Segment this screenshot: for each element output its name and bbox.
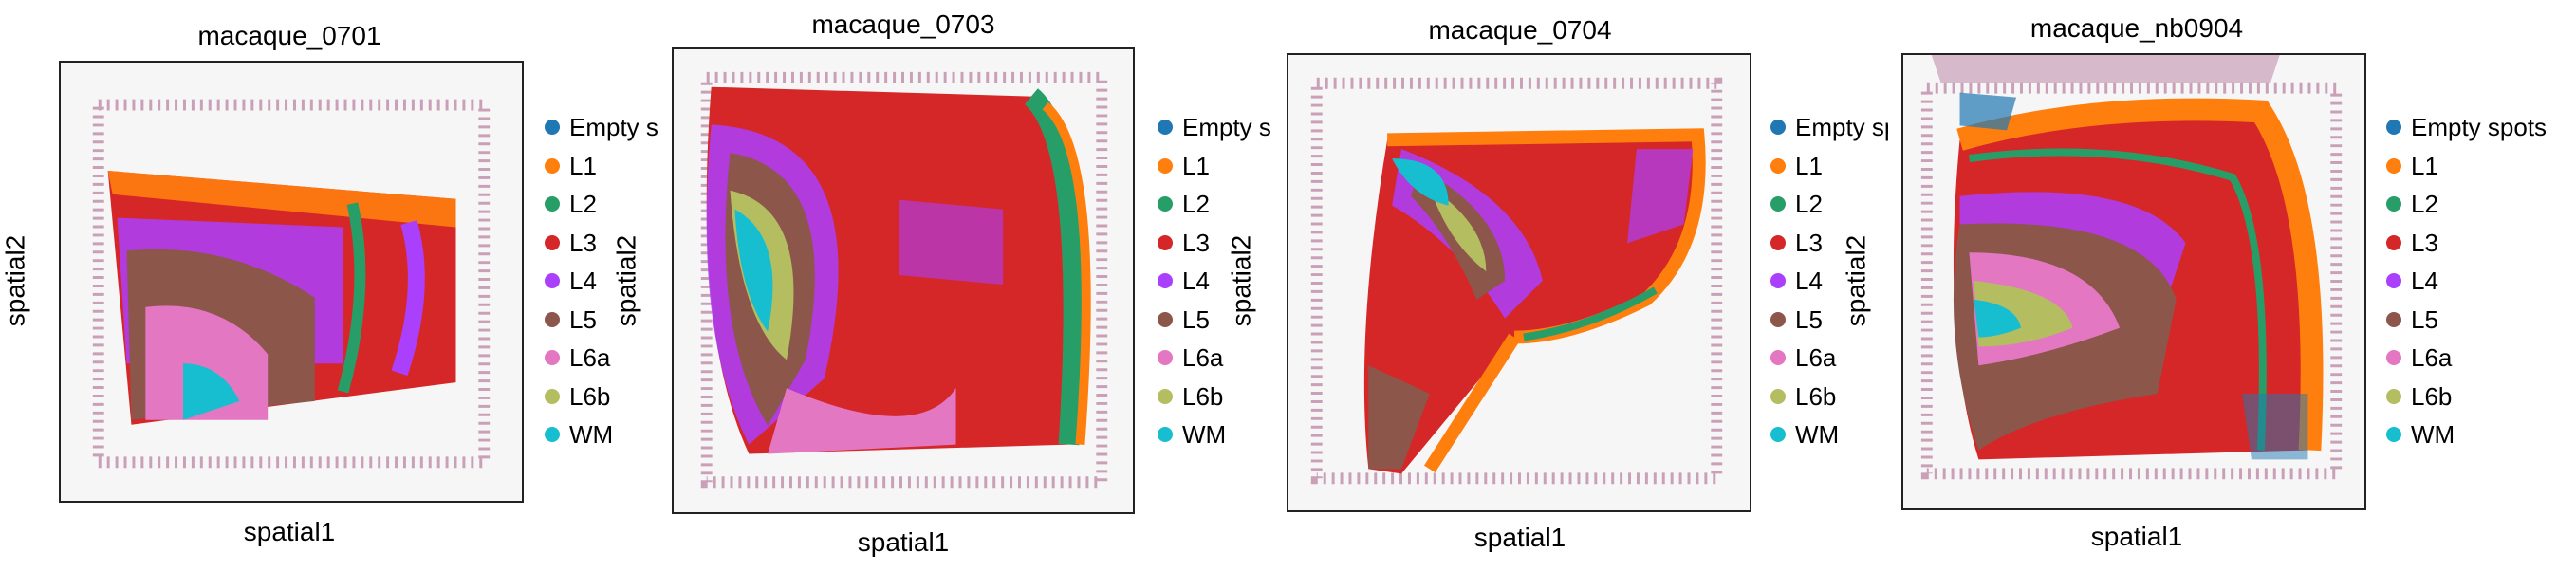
legend-marker (1158, 427, 1173, 443)
legend-item-empty: Empty sp (1770, 108, 1888, 147)
legend-item-l6a: L6a (1770, 339, 1888, 378)
legend-item-l5: L5 (1770, 301, 1888, 340)
legend: Empty sp L1 L2 L3 L4 L5 L6a L6b WM (545, 108, 658, 454)
legend-marker (1158, 120, 1173, 136)
x-axis-label: spatial1 (1473, 523, 1566, 552)
y-axis-label: spatial2 (1841, 234, 1871, 327)
legend-marker (1770, 388, 1786, 404)
panel-title: macaque_0701 (197, 21, 381, 50)
legend-marker (1158, 350, 1173, 366)
y-axis-label: spatial2 (0, 234, 30, 327)
legend-marker (2386, 120, 2401, 136)
legend-item-l2: L2 (1770, 185, 1888, 224)
tissue-image (61, 63, 522, 501)
tissue-image (1288, 55, 1750, 510)
legend-marker (2386, 273, 2401, 289)
legend-item-l3: L3 (2386, 224, 2572, 263)
legend-marker (545, 234, 560, 250)
legend-marker (1158, 388, 1173, 404)
x-axis-label: spatial1 (2090, 522, 2183, 551)
legend-item-empty: Empty sp (545, 108, 658, 147)
legend-item-l6a: L6a (545, 339, 658, 378)
legend-marker (545, 273, 560, 289)
legend-marker (545, 157, 560, 174)
legend-marker (545, 120, 560, 136)
legend-item-l4: L4 (2386, 262, 2572, 301)
legend-marker (2386, 157, 2401, 174)
legend-item-l1: L1 (2386, 147, 2572, 186)
legend-marker (1770, 427, 1786, 443)
legend-item-l3: L3 (1770, 224, 1888, 263)
legend-marker (2386, 427, 2401, 443)
legend-item-l2: L2 (545, 185, 658, 224)
legend-marker (1770, 120, 1786, 136)
legend-marker (545, 196, 560, 212)
legend-marker (1158, 196, 1173, 212)
legend-item-l5: L5 (1158, 301, 1271, 340)
legend-item-l3: L3 (545, 224, 658, 263)
legend-marker (1770, 350, 1786, 366)
legend-marker (1770, 234, 1786, 250)
panel-title: macaque_0704 (1428, 15, 1612, 45)
legend-marker (1770, 196, 1786, 212)
legend-item-wm: WM (1158, 415, 1271, 454)
legend-item-l1: L1 (1770, 147, 1888, 186)
legend-item-wm: WM (1770, 415, 1888, 454)
legend-marker (1770, 157, 1786, 174)
legend-marker (545, 388, 560, 404)
legend-item-l6b: L6b (2386, 378, 2572, 416)
legend-marker (2386, 350, 2401, 366)
legend-item-l2: L2 (1158, 185, 1271, 224)
legend-item-l4: L4 (1770, 262, 1888, 301)
legend: Empty sp L1 L2 L3 L4 L5 L6a L6b WM (1158, 108, 1271, 454)
tissue-image (674, 49, 1133, 512)
legend-marker (1770, 311, 1786, 327)
legend-item-l6b: L6b (1770, 378, 1888, 416)
legend-marker (1158, 273, 1173, 289)
legend-marker (1158, 157, 1173, 174)
legend-item-empty: Empty spots (2386, 108, 2572, 147)
legend-item-l3: L3 (1158, 224, 1271, 263)
legend-item-l6b: L6b (545, 378, 658, 416)
legend-marker (2386, 388, 2401, 404)
legend-item-empty: Empty sp (1158, 108, 1271, 147)
legend: Empty sp L1 L2 L3 L4 L5 L6a L6b WM (1770, 108, 1888, 454)
spatial-plot-frame (59, 61, 524, 503)
x-axis-label: spatial1 (243, 517, 336, 546)
x-axis-label: spatial1 (857, 527, 950, 557)
panel-title: macaque_0703 (811, 9, 995, 39)
legend-item-l6b: L6b (1158, 378, 1271, 416)
legend-item-wm: WM (2386, 415, 2572, 454)
tissue-image (1903, 55, 2364, 508)
spatial-plot-frame (672, 47, 1135, 514)
legend-marker (1158, 234, 1173, 250)
legend-marker (1158, 311, 1173, 327)
legend-marker (1770, 273, 1786, 289)
panel-title: macaque_nb0904 (2029, 13, 2244, 43)
spatial-plot-frame (1901, 53, 2366, 510)
legend-item-l6a: L6a (2386, 339, 2572, 378)
legend-marker (2386, 311, 2401, 327)
legend-item-l5: L5 (2386, 301, 2572, 340)
legend-item-wm: WM (545, 415, 658, 454)
y-axis-label: spatial2 (1226, 234, 1256, 327)
legend-marker (2386, 234, 2401, 250)
legend-item-l1: L1 (545, 147, 658, 186)
y-axis-label: spatial2 (611, 234, 641, 327)
legend-marker (545, 311, 560, 327)
legend-item-l5: L5 (545, 301, 658, 340)
legend-item-l1: L1 (1158, 147, 1271, 186)
legend-marker (545, 350, 560, 366)
legend-item-l2: L2 (2386, 185, 2572, 224)
legend-item-l4: L4 (1158, 262, 1271, 301)
legend-marker (545, 427, 560, 443)
legend-item-l4: L4 (545, 262, 658, 301)
spatial-plot-frame (1287, 53, 1751, 512)
legend-item-l6a: L6a (1158, 339, 1271, 378)
legend: Empty spots L1 L2 L3 L4 L5 L6a L6b WM (2386, 108, 2572, 454)
legend-marker (2386, 196, 2401, 212)
